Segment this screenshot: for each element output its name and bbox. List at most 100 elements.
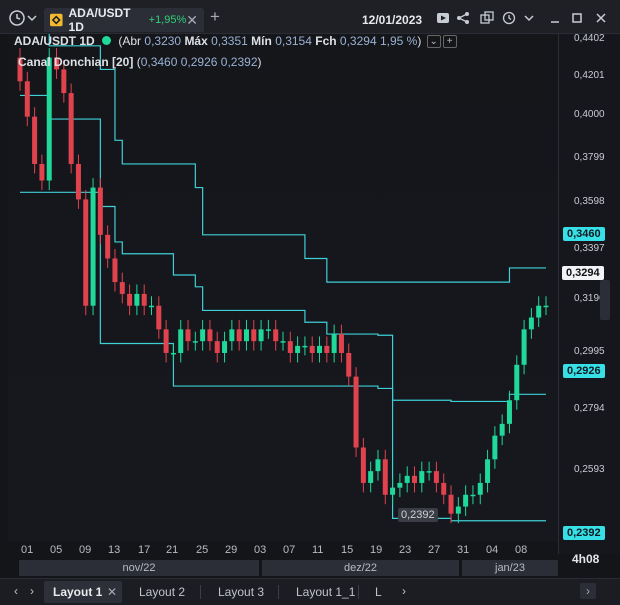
close-layout-icon[interactable]: ✕ (107, 585, 118, 599)
layouts-prev-icon[interactable]: ‹ (14, 584, 18, 598)
middle-channel-tag: 0,2926 (563, 364, 605, 378)
divider (278, 585, 279, 599)
layouts-scroll-right-icon[interactable]: › (402, 584, 406, 598)
legend-open: 0,3230 (144, 34, 182, 48)
legend-high: 0,3351 (211, 34, 248, 48)
candle-body (302, 345, 308, 348)
legend-dropdown-icon[interactable]: ⌄ (426, 35, 441, 49)
candle-body (280, 341, 286, 343)
date-tick: 29 (225, 544, 238, 556)
add-indicator-icon[interactable]: + (442, 35, 457, 49)
price-label: 0,3799 (574, 152, 605, 163)
date-tick: 17 (138, 544, 151, 556)
legend-close-label: Fch (315, 34, 337, 48)
candle-body (119, 282, 125, 294)
close-tab-icon[interactable]: ✕ (186, 11, 198, 28)
layout-tab-5[interactable]: L (375, 585, 382, 599)
candle-body (243, 329, 249, 342)
date-tick: 01 (21, 544, 34, 556)
date-tick: 23 (399, 544, 412, 556)
active-layout-tab[interactable] (44, 581, 122, 603)
candle-body (485, 459, 491, 483)
candle-body (338, 334, 344, 353)
legend-high-label: Máx (184, 34, 208, 48)
date-tick: 07 (283, 544, 296, 556)
scroll-right-button[interactable]: › (580, 583, 596, 599)
candle-body (448, 494, 454, 514)
last-price-tag: 0,3294 (562, 266, 604, 280)
candle-body (141, 293, 147, 306)
layout-tab-3[interactable]: Layout 3 (218, 585, 265, 599)
clock-icon (9, 10, 37, 26)
minimize-icon[interactable] (548, 11, 562, 25)
timeframe-countdown: 4h08 (572, 552, 600, 566)
date-tick: 04 (486, 544, 499, 556)
candle-body (105, 234, 111, 259)
low-marker-label: 0,2392 (398, 508, 438, 522)
price-label: 0,4402 (574, 33, 605, 44)
donchian-basis-line (20, 94, 546, 403)
candle-body (506, 400, 512, 424)
candle-body (382, 459, 388, 495)
indicator-name: Canal Donchian [20] (18, 55, 134, 69)
legend-low: 0,3154 (275, 34, 312, 48)
candle-body (207, 329, 213, 342)
date-tick: 05 (50, 544, 63, 556)
candle-body (39, 163, 45, 181)
legend-open-label: Abr (122, 34, 142, 48)
candle-body (32, 116, 38, 164)
candle-body (477, 482, 483, 495)
layouts-next-icon[interactable]: › (30, 584, 34, 598)
candle-body (397, 482, 403, 488)
candle-body (90, 187, 96, 306)
live-status-dot (102, 36, 112, 45)
candle-body (68, 93, 74, 164)
candle-body (229, 329, 235, 342)
history-icon[interactable] (502, 11, 516, 25)
candle-body (353, 376, 359, 448)
candle-body (163, 329, 169, 353)
maximize-icon[interactable] (570, 11, 584, 25)
candle-body (97, 187, 103, 235)
legend-close: 0,3294 (339, 34, 377, 48)
price-label: 0,4201 (574, 70, 605, 81)
video-icon[interactable] (436, 11, 450, 25)
layout-tab-1[interactable]: Layout 1 (53, 585, 103, 599)
close-window-icon[interactable] (594, 11, 608, 25)
candle-body (61, 69, 67, 94)
candle-body (528, 317, 534, 330)
candle-body (222, 341, 228, 353)
candle-body (83, 199, 89, 306)
candle-body (433, 471, 439, 483)
candle-body (543, 305, 549, 308)
candle-body (331, 334, 337, 353)
add-tab-button[interactable]: + (210, 7, 220, 26)
windows-icon[interactable] (480, 11, 494, 25)
candle-body (200, 329, 206, 342)
candle-body (214, 341, 220, 353)
candle-body (251, 329, 257, 342)
candle-body (404, 475, 410, 483)
period-jan: jan/23 (462, 560, 558, 576)
share-icon[interactable] (456, 11, 470, 25)
clock-menu-button[interactable] (8, 9, 38, 27)
candle-body (309, 345, 315, 353)
price-axis-scroll-handle[interactable] (600, 280, 610, 320)
candle-body (54, 57, 60, 70)
chart-tab[interactable]: ADA/USDT 1D +1,95% ✕ (44, 6, 204, 34)
price-label: 0,2794 (574, 403, 605, 414)
chevron-down-icon[interactable] (522, 11, 536, 25)
date-tick: 13 (108, 544, 121, 556)
indicator-legend: Canal Donchian [20] (0,3460 0,2926 0,239… (18, 55, 262, 69)
candle-body (178, 329, 184, 353)
candle-body (236, 329, 242, 342)
layout-tab-2[interactable]: Layout 2 (139, 585, 186, 599)
chart-canvas[interactable] (8, 0, 558, 542)
candle-body (346, 352, 352, 377)
candle-body (46, 57, 52, 181)
price-label: 0,2995 (574, 346, 605, 357)
tab-change: +1,95% (148, 14, 187, 26)
date-tick: 08 (515, 544, 528, 556)
price-label: 0,3598 (574, 196, 605, 207)
layout-tab-4[interactable]: Layout 1_1 (296, 585, 356, 599)
